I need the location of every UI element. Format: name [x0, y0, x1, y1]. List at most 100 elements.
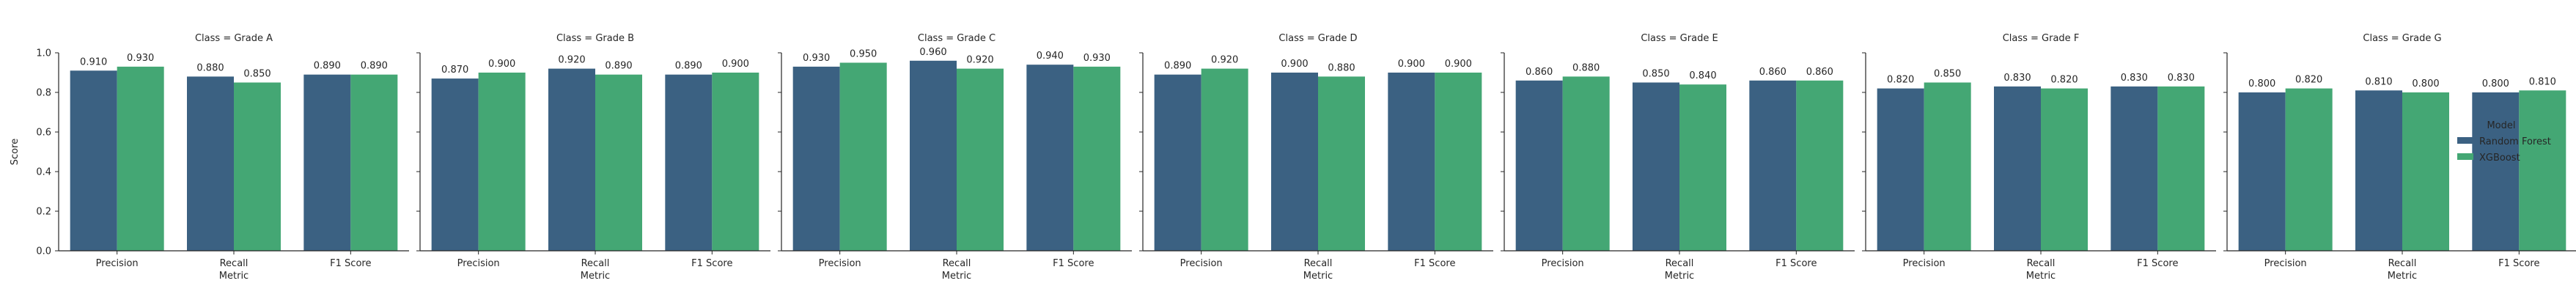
- data-label: 0.920: [1211, 55, 1238, 66]
- bar-random-forest: [1271, 73, 1318, 251]
- data-label: 0.830: [2003, 73, 2031, 84]
- data-label: 0.850: [1934, 69, 1961, 80]
- bar-xgboost: [2041, 88, 2088, 251]
- facet-title: Class = Grade A: [195, 33, 273, 44]
- bar-random-forest: [1026, 65, 1074, 251]
- bar-xgboost: [1435, 73, 1482, 251]
- data-label: 0.890: [361, 61, 388, 72]
- facet-title: Class = Grade C: [918, 33, 996, 44]
- data-label: 0.850: [1642, 69, 1669, 80]
- data-label: 0.900: [1445, 59, 1472, 70]
- x-tick-label: Recall: [2388, 258, 2417, 269]
- x-tick-label: Recall: [943, 258, 971, 269]
- bar-xgboost: [117, 66, 164, 252]
- x-tick-label: Precision: [457, 258, 500, 269]
- x-tick-label: F1 Score: [1414, 258, 1455, 269]
- data-label: 0.880: [196, 62, 224, 73]
- facet-title: Class = Grade F: [2003, 33, 2080, 44]
- data-label: 0.860: [1759, 67, 1786, 78]
- data-label: 0.950: [850, 49, 877, 60]
- data-label: 0.850: [243, 69, 271, 80]
- legend-entry: XGBoost: [2479, 153, 2520, 164]
- data-label: 0.940: [1037, 51, 1064, 62]
- data-label: 0.890: [314, 61, 341, 72]
- bar-xgboost: [1073, 66, 1121, 252]
- bar-random-forest: [792, 66, 840, 252]
- bar-xgboost: [350, 74, 398, 251]
- facet-title: Class = Grade G: [2363, 33, 2441, 44]
- x-tick-label: F1 Score: [330, 258, 371, 269]
- data-label: 0.900: [488, 59, 515, 70]
- legend-swatch-random-forest: [2457, 137, 2473, 144]
- data-label: 0.810: [2365, 76, 2392, 87]
- data-label: 0.890: [1164, 61, 1191, 72]
- data-label: 0.880: [1328, 62, 1355, 73]
- bar-xgboost: [1318, 76, 1365, 252]
- y-tick-label: 0.2: [36, 207, 51, 218]
- x-tick-label: Recall: [2027, 258, 2056, 269]
- x-tick-label: F1 Score: [1053, 258, 1094, 269]
- bar-xgboost: [957, 68, 1004, 251]
- legend-entry: Random Forest: [2479, 136, 2551, 147]
- y-tick-label: 0.6: [36, 128, 51, 139]
- data-label: 0.930: [127, 53, 154, 64]
- bar-random-forest: [2472, 92, 2520, 251]
- bar-xgboost: [595, 74, 642, 251]
- data-label: 0.900: [1398, 59, 1425, 70]
- x-axis-label: Metric: [942, 271, 971, 282]
- bar-xgboost: [2402, 92, 2449, 251]
- x-tick-label: Recall: [1666, 258, 1694, 269]
- x-axis-label: Metric: [219, 271, 249, 282]
- x-tick-label: Precision: [96, 258, 139, 269]
- x-tick-label: Precision: [1542, 258, 1584, 269]
- data-label: 0.920: [966, 55, 993, 66]
- x-axis-label: Metric: [2388, 271, 2417, 282]
- data-label: 0.840: [1689, 70, 1716, 81]
- bar-random-forest: [303, 74, 351, 251]
- bar-random-forest: [187, 76, 234, 252]
- bar-random-forest: [1877, 88, 1924, 251]
- x-tick-label: Recall: [1304, 258, 1333, 269]
- x-tick-label: Precision: [819, 258, 861, 269]
- bar-xgboost: [2519, 90, 2566, 251]
- bar-random-forest: [1749, 80, 1797, 251]
- data-label: 0.900: [722, 59, 749, 70]
- y-axis-label: Score: [10, 139, 21, 165]
- data-label: 0.830: [2121, 73, 2148, 84]
- data-label: 0.810: [2529, 76, 2556, 87]
- bar-xgboost: [478, 73, 526, 251]
- data-label: 0.800: [2248, 78, 2275, 89]
- data-label: 0.930: [1083, 53, 1111, 64]
- x-tick-label: F1 Score: [2137, 258, 2178, 269]
- bar-random-forest: [910, 60, 957, 252]
- x-tick-label: Recall: [220, 258, 249, 269]
- x-tick-label: Precision: [1903, 258, 1946, 269]
- x-tick-label: Precision: [1180, 258, 1223, 269]
- data-label: 0.820: [2050, 75, 2078, 86]
- y-tick-label: 1.0: [36, 48, 51, 59]
- x-axis-label: Metric: [1665, 271, 1694, 282]
- bar-xgboost: [839, 62, 887, 251]
- legend-swatch-xgboost: [2457, 153, 2473, 160]
- bar-random-forest: [70, 70, 117, 251]
- data-label: 0.880: [1572, 62, 1600, 73]
- facet-title: Class = Grade D: [1278, 33, 1357, 44]
- y-tick-label: 0.4: [36, 167, 51, 178]
- bar-xgboost: [1679, 84, 1726, 251]
- bar-xgboost: [712, 73, 759, 251]
- data-label: 0.870: [441, 65, 468, 76]
- bar-random-forest: [1994, 86, 2041, 252]
- legend-title: Model: [2487, 120, 2515, 131]
- bar-random-forest: [2238, 92, 2286, 251]
- bar-xgboost: [1562, 76, 1610, 252]
- bar-random-forest: [1515, 80, 1563, 251]
- x-axis-label: Metric: [581, 271, 610, 282]
- bar-xgboost: [1201, 68, 1248, 251]
- data-label: 0.820: [1887, 75, 1914, 86]
- facet-title: Class = Grade B: [556, 33, 634, 44]
- data-label: 0.820: [2295, 75, 2322, 86]
- bar-random-forest: [665, 74, 713, 251]
- y-tick-label: 0.0: [36, 246, 51, 257]
